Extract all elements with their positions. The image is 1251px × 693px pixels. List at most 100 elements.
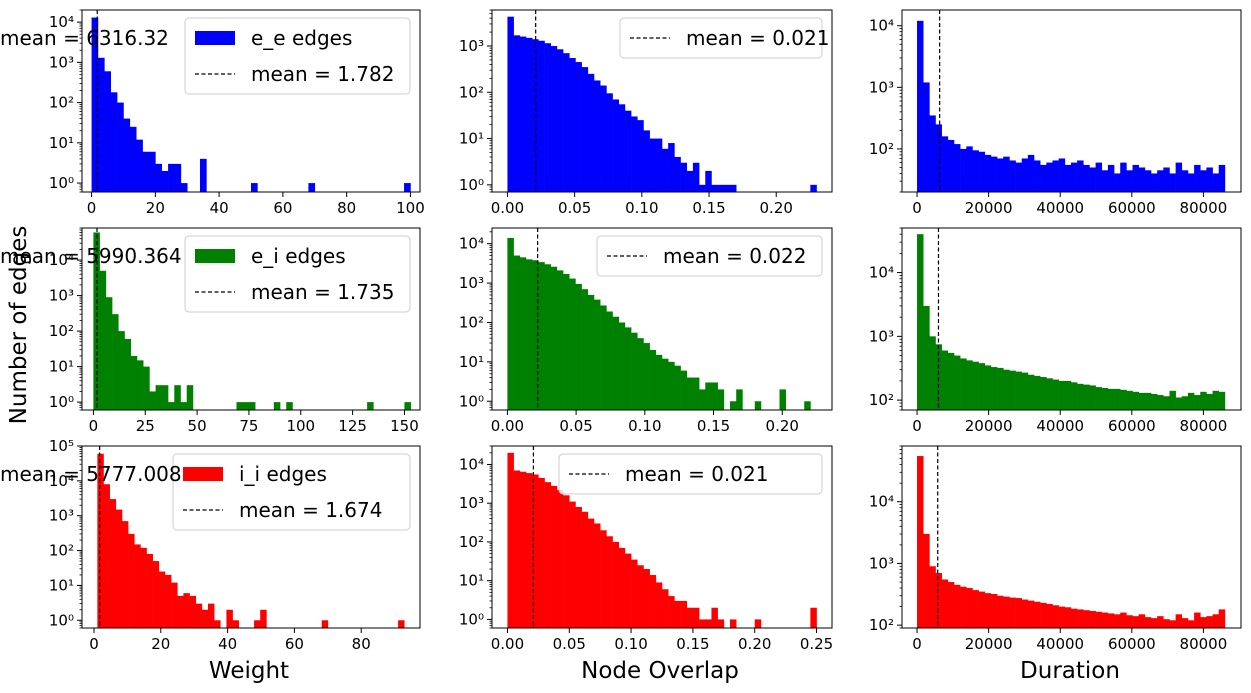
histogram-bar <box>525 259 533 410</box>
histogram-bar <box>947 582 955 628</box>
histogram-bar <box>624 327 632 410</box>
histogram-bar <box>104 71 111 192</box>
histogram-bar <box>692 162 700 192</box>
subplot-r1-c1: 0.00 0.05 0.10 0.15 0.20 10⁰ 10¹ 10² 10³ 10⁴ mean … <box>459 227 833 435</box>
histogram-bar <box>960 586 967 628</box>
histogram-bar <box>947 139 955 192</box>
y-tick-label: 10² <box>869 140 894 158</box>
histogram-bar <box>705 382 712 410</box>
x-tick-label: 0 <box>89 635 99 653</box>
histogram-bar <box>1027 154 1035 192</box>
histogram-bar <box>1212 173 1220 192</box>
histogram-bar <box>1040 377 1047 410</box>
histogram-bar <box>1058 158 1066 192</box>
x-tick-label: 80 <box>352 635 371 653</box>
legend: i_i edges mean = 1.674 <box>172 453 411 531</box>
histogram-bar <box>730 401 737 410</box>
histogram-bar <box>130 355 138 410</box>
histogram-bar <box>109 499 117 628</box>
histogram-bar <box>1169 173 1176 192</box>
histogram-bar <box>606 93 613 192</box>
histogram-bar <box>1132 391 1139 410</box>
histogram-bar <box>754 401 762 410</box>
x-tick-label: 60000 <box>1108 199 1156 217</box>
legend: mean = 6316.32 <box>0 26 169 50</box>
histogram-bar <box>404 402 411 410</box>
histogram-bar <box>953 355 961 410</box>
histogram-bar <box>1034 601 1041 628</box>
histogram-bar <box>97 453 104 628</box>
legend-series-label: e_i edges <box>251 244 346 268</box>
histogram-bar <box>1181 170 1189 192</box>
histogram-bar <box>674 156 681 192</box>
histogram-bar <box>532 474 539 628</box>
histogram-bar <box>1077 383 1084 410</box>
histogram-bar <box>563 273 570 410</box>
histogram-bar <box>593 299 601 410</box>
histogram-bar <box>917 456 924 628</box>
histogram-bar <box>99 270 107 410</box>
histogram-bar <box>1187 173 1195 192</box>
legend-patch <box>195 31 235 45</box>
legend-mean-label: mean = 0.021 <box>686 26 829 50</box>
histogram-bar <box>398 620 405 628</box>
legend-mean-label: mean = 1.782 <box>251 62 394 86</box>
histogram-bar <box>730 619 737 628</box>
x-tick-label: 0.05 <box>553 635 586 653</box>
histogram-bar <box>1003 596 1010 628</box>
x-tick-label: 0 <box>89 417 99 435</box>
histogram-bar <box>1064 607 1072 628</box>
histogram-bar <box>1194 164 1201 192</box>
histogram-bar <box>810 607 817 628</box>
xlabel-weight: Weight <box>209 658 289 684</box>
histogram-bar <box>1077 609 1084 628</box>
x-tick-label: 0.05 <box>558 199 591 217</box>
histogram-bar <box>935 124 942 192</box>
histogram-bar <box>923 82 930 192</box>
histogram-bar <box>1058 380 1066 410</box>
histogram-bar <box>556 489 564 628</box>
histogram-bar <box>649 350 657 410</box>
histogram-bar <box>668 143 675 192</box>
x-tick-label: 50 <box>188 417 207 435</box>
subplot-r2-c0: 0 20 40 60 80 10⁰ 10¹ 10² 10³ 10⁴ 10⁵ i_i edges mean… <box>49 437 421 653</box>
histogram-bar <box>1083 610 1090 628</box>
histogram-bar <box>189 595 196 628</box>
histogram-bar <box>624 110 632 192</box>
histogram-bar <box>155 385 163 410</box>
histogram-bar <box>195 603 203 628</box>
histogram-bar <box>662 589 669 628</box>
histogram-bar <box>544 43 552 193</box>
x-tick-label: 80 <box>337 199 356 217</box>
legend-mean-label: mean = 1.674 <box>239 498 382 522</box>
histogram-bar <box>686 377 694 410</box>
histogram-bar <box>600 530 607 628</box>
histogram-bar <box>1083 384 1090 410</box>
legend-box <box>184 235 411 313</box>
histogram-bar <box>618 104 626 192</box>
histogram-bar <box>1040 164 1047 192</box>
histogram-bar <box>1058 606 1066 628</box>
histogram-bar <box>1089 610 1096 628</box>
histogram-bar <box>538 262 545 410</box>
histogram-bar <box>1151 393 1158 410</box>
legend-patch <box>183 467 223 481</box>
histogram-bar <box>736 389 743 410</box>
histogram-bar <box>1034 160 1041 192</box>
histogram-bar <box>581 67 589 192</box>
histogram-bar <box>242 402 250 410</box>
histogram-bar <box>286 402 293 410</box>
histogram-bar <box>1169 390 1176 410</box>
histogram-bar <box>544 264 551 410</box>
histogram-bar <box>686 607 694 628</box>
x-tick-label: 100 <box>286 417 315 435</box>
histogram-bar <box>1064 164 1072 192</box>
histogram-bar <box>972 150 979 192</box>
legend: mean = 0.021 <box>558 453 823 495</box>
histogram-bar <box>519 36 527 193</box>
histogram-bar <box>148 151 156 192</box>
histogram-bar <box>1040 602 1047 628</box>
histogram-bar <box>1138 614 1146 628</box>
